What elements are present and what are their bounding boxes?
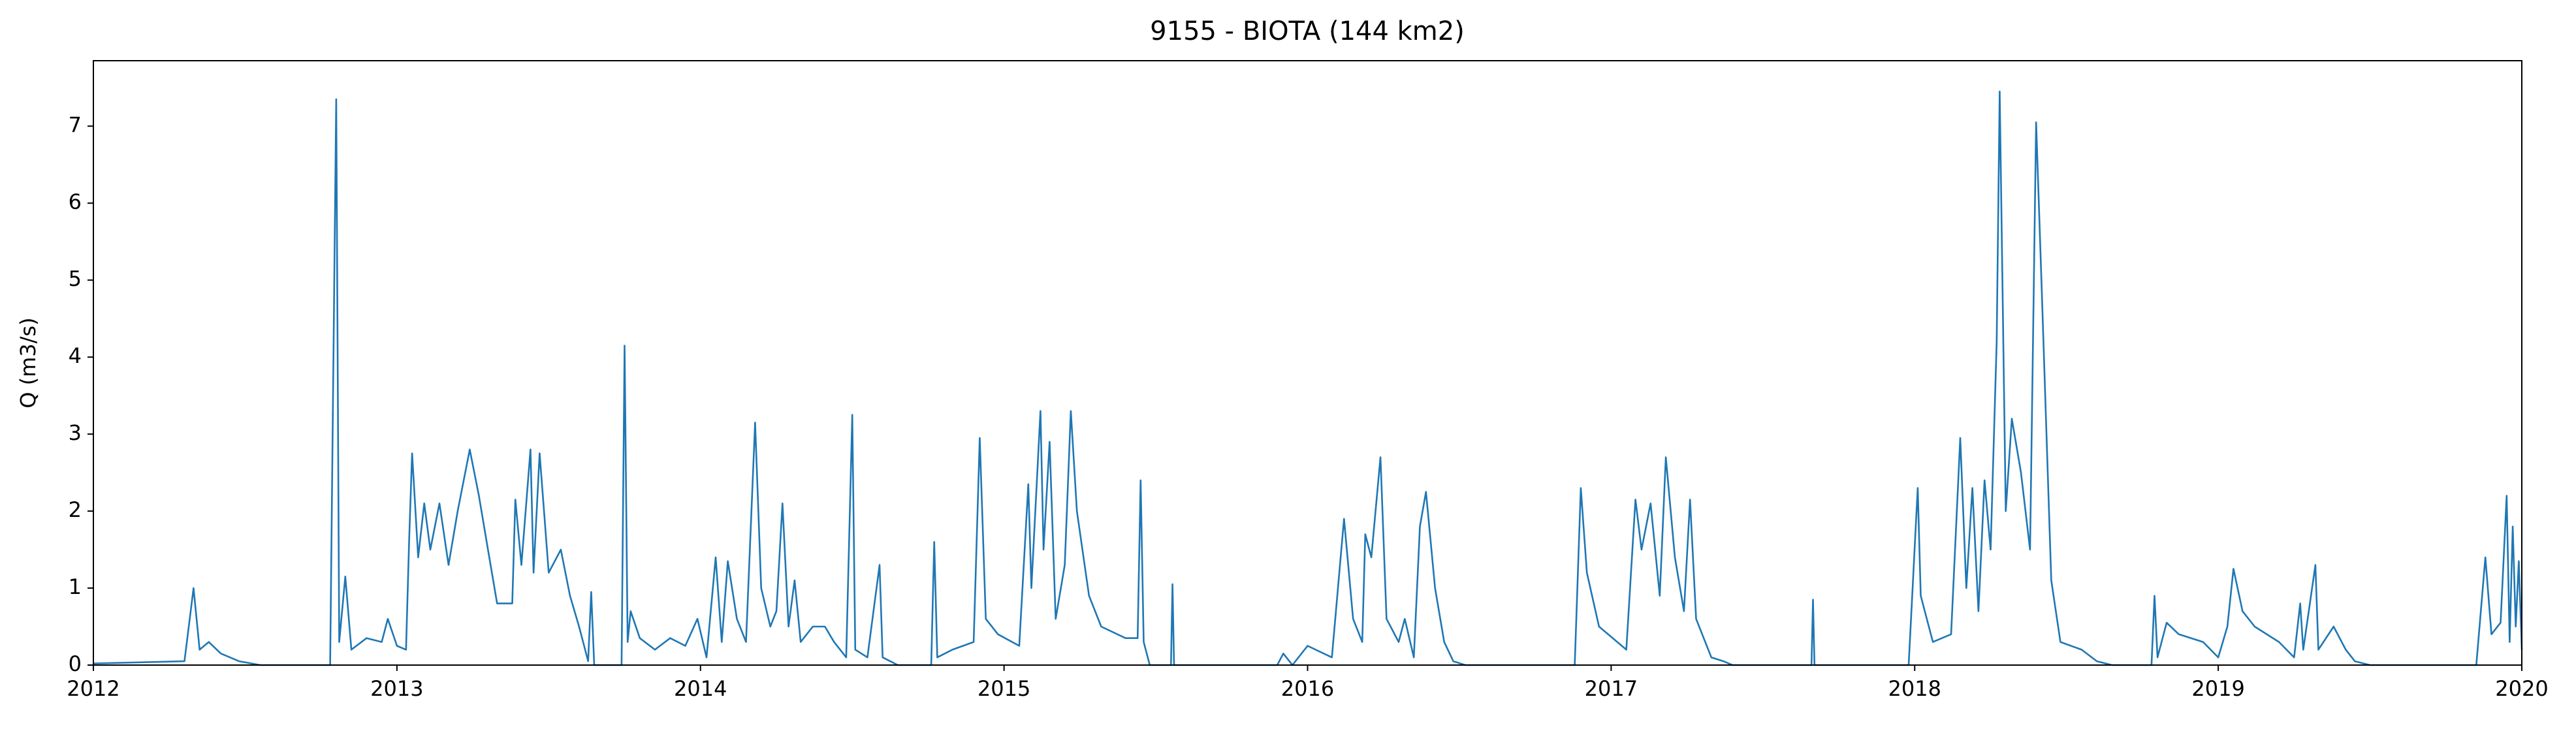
x-tick-label: 2016 (1281, 676, 1334, 701)
y-tick-label: 3 (69, 420, 82, 445)
x-tick-label: 2015 (978, 676, 1030, 701)
x-tick-label: 2012 (67, 676, 119, 701)
x-tick-label: 2019 (2191, 676, 2244, 701)
y-tick-label: 0 (69, 651, 82, 676)
y-tick-label: 6 (69, 189, 82, 214)
x-tick-label: 2020 (2495, 676, 2548, 701)
y-tick-label: 4 (69, 343, 82, 368)
y-tick-label: 2 (69, 497, 82, 522)
plot-frame (93, 60, 2522, 666)
y-tick-label: 1 (69, 574, 82, 599)
series-line (93, 90, 2523, 666)
x-tick-label: 2018 (1888, 676, 1941, 701)
x-tick-label: 2014 (674, 676, 727, 701)
x-tick-label: 2017 (1585, 676, 1638, 701)
y-axis-label: Q (m3/s) (16, 317, 40, 408)
x-tick-label: 2013 (370, 676, 423, 701)
chart-title: 9155 - BIOTA (144 km2) (1150, 16, 1465, 46)
y-tick-label: 7 (69, 112, 82, 137)
y-tick-label: 5 (69, 266, 82, 291)
